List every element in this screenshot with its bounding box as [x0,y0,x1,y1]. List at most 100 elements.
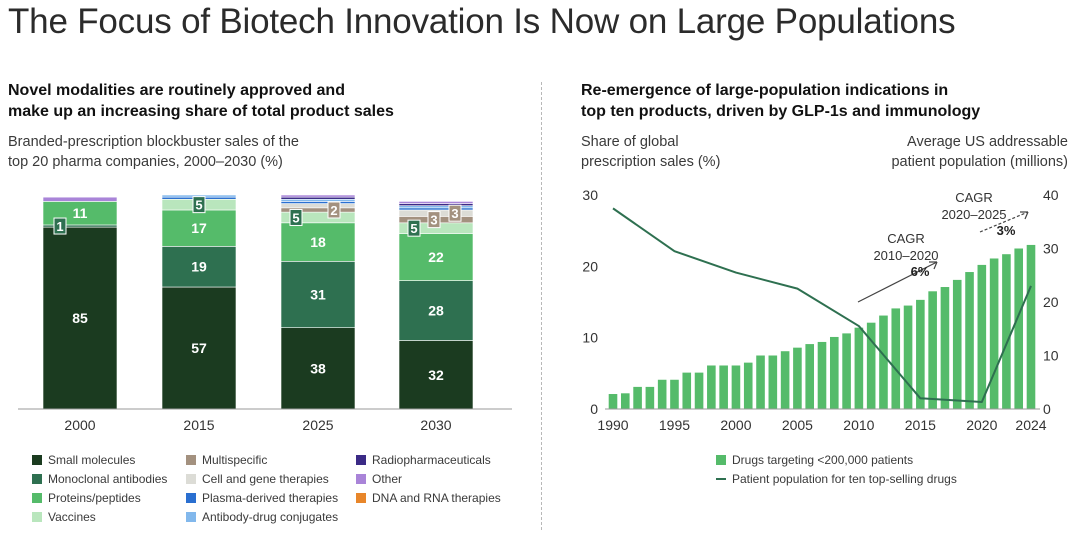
legend-item: Radiopharmaceuticals [356,453,491,467]
bar [756,355,765,409]
data-label: 1 [56,219,63,234]
x-tick-label: 2000 [720,417,751,433]
data-label-box [407,219,421,237]
x-tick-label: 2015 [183,417,214,433]
cagr-label: CAGR [887,231,925,246]
bar [743,362,753,409]
right-left-axis-title: Share of global prescription sales (%) [581,132,720,172]
bar [620,393,630,409]
bar [903,305,913,409]
legend-label: Multispecific [202,453,268,467]
legend-label: Plasma-derived therapies [202,491,339,505]
bar [879,315,888,409]
bar [682,372,692,409]
bar-segment [42,226,118,410]
bar [916,299,925,409]
cagr-arrowhead [929,261,938,270]
legend-swatch [716,478,726,480]
x-tick-label: 1995 [659,417,690,433]
right-axis-tick-label: 30 [1043,241,1059,257]
legend-label: Other [372,472,403,486]
legend-label: DNA and RNA therapies [372,491,501,505]
data-label-box [448,204,462,222]
cagr-arrow [979,211,1029,233]
data-label: 3 [430,213,437,228]
data-label: 5 [292,210,299,225]
bar [707,365,716,409]
x-tick-label: 2010 [843,417,874,433]
cagr-arrow [857,261,938,303]
left-subtitle-line-2: top 20 pharma companies, 2000–2030 (%) [8,154,283,170]
right-axis-title-line-2: patient population (millions) [891,154,1068,170]
bar [817,341,827,409]
legend-item: Multispecific [186,453,267,467]
legend-item: Patient population for ten top-selling d… [716,472,957,486]
data-label: 5 [410,221,417,236]
cagr-label: 2020–2025 [941,207,1006,222]
bar [719,365,728,409]
data-label: 18 [310,234,326,250]
data-label: 32 [428,367,444,383]
legend-item: Small molecules [32,453,135,467]
right-axis-tick-label: 40 [1043,187,1059,203]
x-tick-label: 2020 [966,417,997,433]
legend-item: Plasma-derived therapies [186,491,338,505]
legend-label: Antibody-drug conjugates [202,510,339,524]
right-right-axis-title: Average US addressable patient populatio… [891,132,1068,172]
bar [989,258,999,409]
bar [1014,248,1024,409]
data-label: 3 [451,206,458,221]
legend-label: Proteins/peptides [48,491,141,505]
right-axis-tick-label: 20 [1043,294,1059,310]
page-title: The Focus of Biotech Innovation Is Now o… [8,2,956,41]
data-label: 5 [195,198,202,213]
legend-label: Drugs targeting <200,000 patients [732,453,914,467]
left-heading-line-2: make up an increasing share of total pro… [8,103,394,120]
bar-segment [398,201,474,204]
bar [842,333,851,409]
left-chart-heading: Novel modalities are routinely approved … [8,80,394,122]
legend-swatch [716,455,726,465]
bar [829,336,839,409]
bar-segment [42,196,118,202]
cagr-label: CAGR [955,190,993,205]
legend-label: Patient population for ten top-selling d… [732,472,957,486]
legend-item: Drugs targeting <200,000 patients [716,453,913,467]
data-label: 19 [191,259,207,275]
left-axis-tick-label: 10 [582,330,598,346]
data-label-box [192,196,206,214]
legend-item: Other [356,472,402,486]
legend-swatch [356,455,366,465]
bar-segment [161,246,237,288]
data-label: 11 [73,205,88,221]
bar [768,355,778,409]
bar [780,351,790,409]
bar [1026,244,1036,409]
legend-swatch [356,474,366,484]
x-tick-label: 2030 [420,417,451,433]
left-axis-tick-label: 20 [582,258,598,274]
bar [854,327,864,409]
left-heading-line-1: Novel modalities are routinely approved … [8,82,345,99]
bar-segment [398,233,474,281]
bar-segment [280,327,356,410]
bar [965,272,974,409]
cagr-label: 2010–2020 [873,248,938,263]
legend-swatch [32,455,42,465]
bar [657,379,667,409]
bar [608,394,618,409]
cagr-value: 3% [997,223,1016,238]
data-label: 2 [330,203,337,218]
legend-swatch [186,455,196,465]
x-tick-label: 2024 [1015,417,1046,433]
legend-swatch [186,493,196,503]
bar-segment [280,222,356,262]
bar [805,344,815,409]
data-label-box [53,217,67,235]
data-label: 28 [428,303,444,319]
legend-label: Monoclonal antibodies [48,472,168,486]
legend-swatch [356,493,366,503]
legend-swatch [32,512,42,522]
left-subtitle-line-1: Branded-prescription blockbuster sales o… [8,134,299,150]
legend-item: Proteins/peptides [32,491,141,505]
